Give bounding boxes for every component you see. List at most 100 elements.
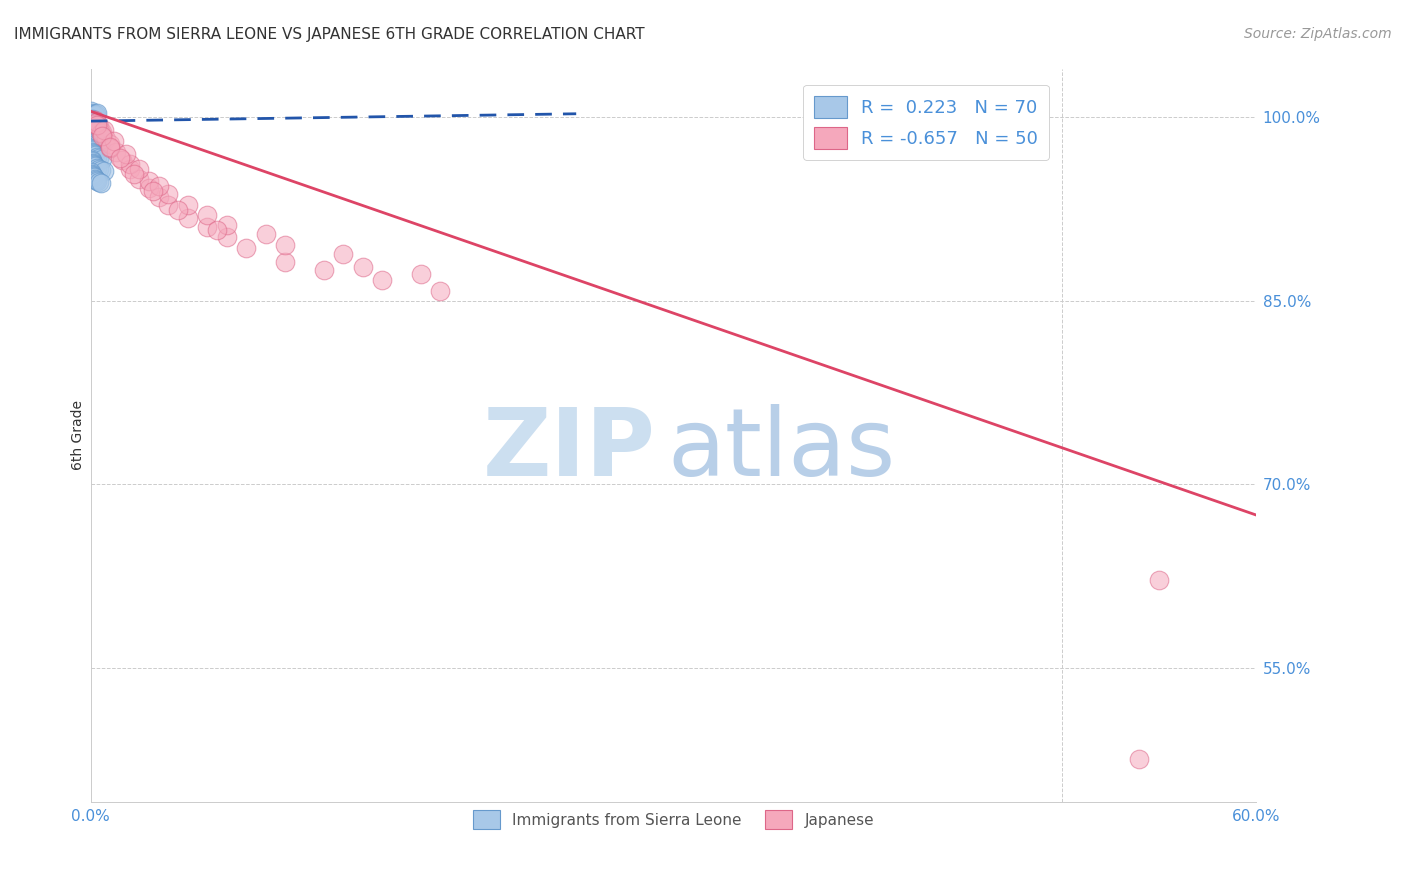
Point: [195, 220, 218, 235]
Point: [114, 147, 136, 161]
Point: [274, 237, 297, 252]
Point: [148, 190, 170, 204]
Point: [87, 151, 110, 165]
Point: [89, 140, 111, 154]
Point: [83, 147, 105, 161]
Point: [105, 145, 128, 159]
Point: [138, 174, 160, 188]
Point: [128, 161, 150, 176]
Point: [80, 118, 103, 132]
Point: [80, 112, 103, 126]
Point: [205, 223, 228, 237]
Point: [83, 158, 105, 172]
Point: [83, 115, 105, 129]
Point: [128, 171, 150, 186]
Point: [1128, 752, 1150, 766]
Point: [86, 119, 108, 133]
Point: [80, 130, 103, 145]
Text: IMMIGRANTS FROM SIERRA LEONE VS JAPANESE 6TH GRADE CORRELATION CHART: IMMIGRANTS FROM SIERRA LEONE VS JAPANESE…: [14, 27, 645, 42]
Point: [87, 138, 110, 153]
Point: [82, 155, 104, 169]
Point: [87, 126, 110, 140]
Point: [80, 144, 103, 158]
Point: [157, 187, 180, 202]
Point: [80, 107, 103, 121]
Point: [86, 136, 108, 150]
Point: [96, 132, 118, 146]
Point: [87, 119, 110, 133]
Point: [352, 260, 374, 274]
Point: [103, 134, 125, 148]
Point: [86, 137, 108, 152]
Point: [108, 151, 131, 165]
Point: [80, 104, 103, 119]
Point: [80, 142, 103, 156]
Point: [80, 167, 103, 181]
Point: [93, 164, 115, 178]
Point: [82, 115, 104, 129]
Point: [80, 141, 103, 155]
Point: [89, 177, 111, 191]
Text: atlas: atlas: [668, 404, 896, 496]
Text: ZIP: ZIP: [482, 404, 655, 496]
Point: [83, 134, 105, 148]
Point: [312, 263, 335, 277]
Y-axis label: 6th Grade: 6th Grade: [72, 401, 86, 470]
Point: [80, 112, 103, 127]
Point: [82, 105, 104, 120]
Point: [87, 175, 110, 189]
Point: [84, 173, 107, 187]
Point: [83, 108, 105, 122]
Point: [215, 230, 238, 244]
Point: [235, 241, 257, 255]
Point: [91, 128, 114, 143]
Point: [82, 114, 104, 128]
Point: [86, 105, 108, 120]
Point: [86, 174, 108, 188]
Point: [177, 198, 200, 212]
Point: [83, 171, 105, 186]
Point: [84, 124, 107, 138]
Point: [89, 126, 111, 140]
Point: [83, 114, 105, 128]
Point: [82, 131, 104, 145]
Point: [122, 167, 145, 181]
Point: [82, 120, 104, 135]
Point: [80, 128, 103, 143]
Point: [332, 247, 354, 261]
Point: [80, 165, 103, 179]
Point: [82, 112, 104, 127]
Point: [177, 211, 200, 225]
Point: [83, 148, 105, 162]
Point: [82, 145, 104, 160]
Point: [142, 184, 165, 198]
Point: [86, 125, 108, 139]
Point: [371, 273, 394, 287]
Point: [1147, 573, 1170, 587]
Point: [80, 108, 103, 122]
Point: [80, 119, 103, 133]
Point: [82, 169, 104, 183]
Point: [429, 284, 451, 298]
Point: [98, 141, 121, 155]
Point: [83, 107, 105, 121]
Point: [84, 135, 107, 149]
Point: [111, 153, 134, 168]
Point: [409, 267, 432, 281]
Point: [80, 154, 103, 169]
Point: [195, 208, 218, 222]
Point: [118, 161, 141, 176]
Point: [89, 163, 111, 178]
Legend: Immigrants from Sierra Leone, Japanese: Immigrants from Sierra Leone, Japanese: [467, 804, 880, 835]
Point: [84, 107, 107, 121]
Point: [89, 128, 111, 143]
Point: [157, 198, 180, 212]
Point: [91, 152, 114, 166]
Point: [86, 161, 108, 175]
Point: [167, 203, 190, 218]
Point: [87, 161, 110, 176]
Point: [138, 181, 160, 195]
Point: [82, 168, 104, 182]
Point: [84, 118, 107, 132]
Point: [86, 150, 108, 164]
